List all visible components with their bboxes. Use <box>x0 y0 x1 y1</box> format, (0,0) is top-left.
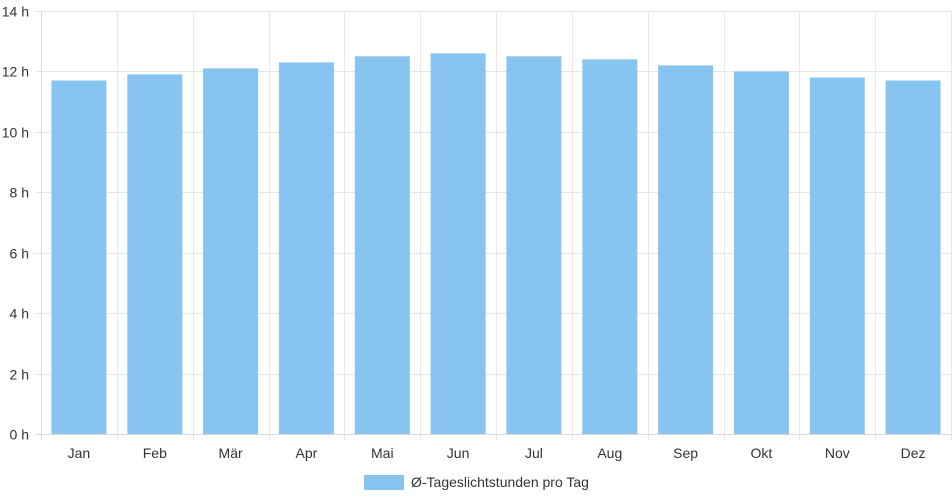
y-axis-tick-labels: 0 h 2 h 4 h 6 h 8 h 10 h 12 h 14 h <box>2 4 29 443</box>
x-tick-label: Okt <box>751 445 773 461</box>
x-tick-label: Mär <box>219 445 243 461</box>
x-tick-label: Apr <box>296 445 318 461</box>
bar-Jul[interactable] <box>506 56 562 435</box>
bar-Apr[interactable] <box>278 62 334 435</box>
bar-Mai[interactable] <box>354 56 410 435</box>
y-tick-label: 4 h <box>10 306 29 322</box>
y-tick-label: 10 h <box>2 125 29 141</box>
bar-Okt[interactable] <box>733 71 789 435</box>
x-tick-label: Nov <box>825 445 850 461</box>
legend[interactable]: Ø-Tageslichtstunden pro Tag <box>364 474 589 490</box>
y-tick-label: 0 h <box>10 427 29 443</box>
bar-Dez[interactable] <box>885 80 941 435</box>
bar-Jan[interactable] <box>51 80 107 435</box>
x-tick-label: Sep <box>673 445 698 461</box>
x-tick-label: Jul <box>525 445 543 461</box>
x-tick-label: Aug <box>597 445 622 461</box>
y-tick-label: 14 h <box>2 4 29 20</box>
x-axis-tick-labels: Jan Feb Mär Apr Mai Jun Jul Aug Sep Okt Nov Dez <box>68 445 926 461</box>
y-tick-label: 8 h <box>10 185 29 201</box>
grid-lines <box>35 11 952 440</box>
y-tick-label: 12 h <box>2 64 29 80</box>
bar-Mär[interactable] <box>203 68 259 435</box>
y-tick-label: 2 h <box>10 367 29 383</box>
bar-Jun[interactable] <box>430 53 486 435</box>
x-tick-label: Jun <box>447 445 470 461</box>
x-tick-label: Dez <box>901 445 926 461</box>
bar-Sep[interactable] <box>658 65 714 435</box>
bar-Aug[interactable] <box>582 59 638 435</box>
legend-label[interactable]: Ø-Tageslichtstunden pro Tag <box>411 474 589 490</box>
bars <box>51 53 941 435</box>
bar-Nov[interactable] <box>809 77 865 435</box>
bar-Feb[interactable] <box>127 74 183 435</box>
legend-swatch[interactable] <box>364 475 404 490</box>
x-tick-label: Jan <box>68 445 91 461</box>
x-tick-label: Feb <box>143 445 167 461</box>
x-tick-label: Mai <box>371 445 394 461</box>
y-tick-label: 6 h <box>10 246 29 262</box>
